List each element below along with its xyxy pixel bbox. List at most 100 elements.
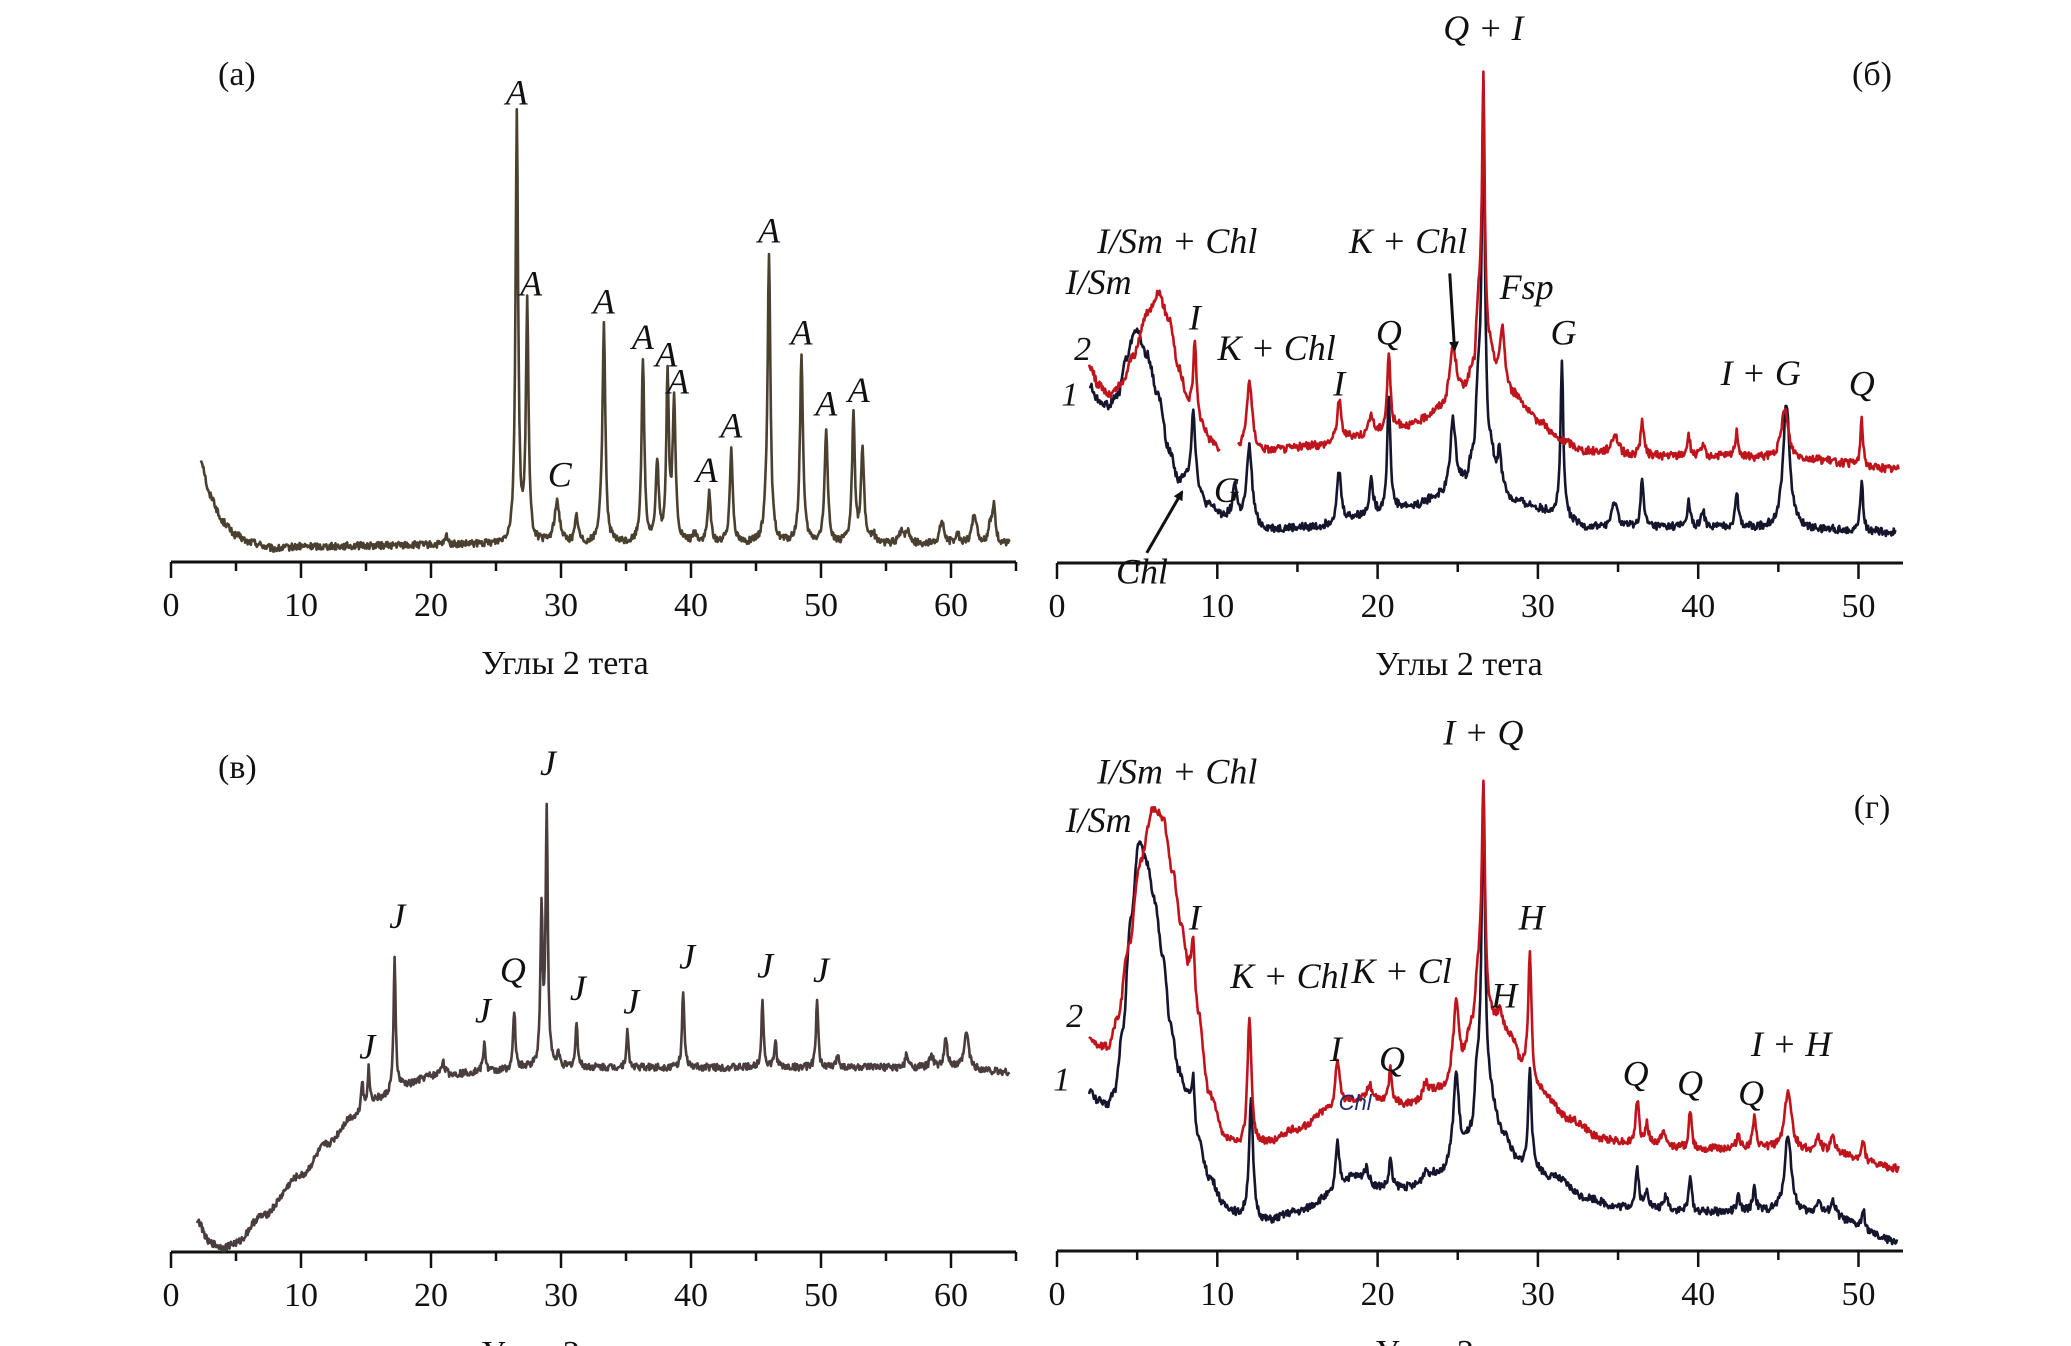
x-tick-label: 20 xyxy=(414,587,448,624)
peak-label: A xyxy=(665,361,690,401)
x-tick-label: 20 xyxy=(1361,588,1395,625)
peak-label: I + G xyxy=(1720,353,1801,393)
peak-label: A xyxy=(813,383,838,423)
peak-label: Q + I xyxy=(1443,8,1525,48)
x-tick-label: 50 xyxy=(1842,1276,1876,1313)
peak-label: J xyxy=(359,1027,377,1067)
x-tick-label: 40 xyxy=(674,587,708,624)
x-tick-label: 30 xyxy=(1521,1276,1555,1313)
panel-d: 0 10 20 30 40 50 Углы 2 тета (г) I + Q I/Sm + Chl… xyxy=(1049,713,1903,1346)
x-tick-label: 10 xyxy=(1200,1276,1234,1313)
peak-label: I/Sm + Chl xyxy=(1096,751,1257,791)
peak-label: A xyxy=(718,406,743,446)
series-line-2 xyxy=(1088,779,1900,1173)
peak-label: I xyxy=(1188,898,1203,938)
series-line-pattern xyxy=(199,108,1011,553)
x-tick-label: 30 xyxy=(544,587,578,624)
peak-label: I + H xyxy=(1750,1024,1833,1064)
x-tick-label: 30 xyxy=(1521,588,1555,625)
peak-label: K + Chl xyxy=(1229,956,1348,996)
x-tick-label: 20 xyxy=(1361,1276,1395,1313)
curve-number-label: 2 xyxy=(1074,331,1091,368)
peak-label: Q xyxy=(1849,363,1875,403)
x-tick-label: 40 xyxy=(1681,1276,1715,1313)
peak-label: C xyxy=(548,455,573,495)
peak-label: A xyxy=(591,281,616,321)
peak-label: H xyxy=(1490,976,1519,1016)
peak-label: A xyxy=(846,370,871,410)
peak-label: A xyxy=(694,450,719,490)
series-line-2 xyxy=(1237,70,1900,474)
panel-label: (б) xyxy=(1852,56,1892,93)
series-line-1 xyxy=(1088,79,1897,538)
peak-label: I/Sm xyxy=(1065,800,1132,840)
peak-label: A xyxy=(789,312,814,352)
x-tick-label: 10 xyxy=(284,1277,318,1314)
curve-number-label: 1 xyxy=(1061,377,1078,414)
small-peak-label: Chl xyxy=(1339,1090,1373,1115)
peak-label: Fsp xyxy=(1499,267,1554,307)
peak-label: I xyxy=(1188,297,1203,337)
panel-label: (а) xyxy=(218,56,256,93)
x-tick-label: 0 xyxy=(1049,1276,1066,1313)
peak-label: H xyxy=(1517,898,1546,938)
series-line-1 xyxy=(1087,782,1899,1246)
x-tick-label: 60 xyxy=(934,1277,968,1314)
k-chl-arrow-icon xyxy=(1448,273,1460,352)
chl-arrow-icon xyxy=(1145,490,1184,554)
peak-label: I/Sm + Chl xyxy=(1096,221,1257,261)
curve-number-label: 1 xyxy=(1053,1061,1070,1098)
peak-label: K + Chl xyxy=(1348,221,1467,261)
series-line-pattern xyxy=(195,802,1011,1252)
x-axis-title: Углы 2 тета xyxy=(481,1335,648,1346)
peak-label: K + Cl xyxy=(1350,951,1451,991)
peak-label: J xyxy=(570,968,588,1008)
x-tick-label: 0 xyxy=(163,1277,180,1314)
peak-label: Q xyxy=(1379,1039,1405,1079)
peak-label: Q xyxy=(1677,1063,1703,1103)
x-axis-title: Углы 2 тета xyxy=(1375,646,1542,683)
peak-label: J xyxy=(813,950,831,990)
peak-label: Q xyxy=(1376,313,1402,353)
x-tick-label: 30 xyxy=(544,1277,578,1314)
peak-label: A xyxy=(504,73,529,113)
x-axis-title: Углы 2 тета xyxy=(1375,1334,1542,1346)
panel-label: (в) xyxy=(218,749,257,786)
x-tick-label: 40 xyxy=(1681,588,1715,625)
peak-label: Q xyxy=(1623,1053,1649,1093)
x-tick-label: 50 xyxy=(1842,588,1876,625)
peak-label: J xyxy=(679,937,697,977)
peak-label: Chl xyxy=(1116,551,1168,591)
x-tick-label: 20 xyxy=(414,1277,448,1314)
peak-label: I/Sm xyxy=(1065,262,1132,302)
peak-label: I xyxy=(1329,1029,1344,1069)
peak-label: G xyxy=(1214,470,1240,510)
peak-label: G xyxy=(1551,313,1577,353)
peak-label: K + Chl xyxy=(1216,328,1335,368)
peak-label: J xyxy=(623,982,641,1022)
peak-label: I + Q xyxy=(1442,713,1523,753)
x-tick-label: 50 xyxy=(804,1277,838,1314)
x-tick-label: 40 xyxy=(674,1277,708,1314)
peak-label: Q xyxy=(500,950,526,990)
peak-label: J xyxy=(389,896,407,936)
peak-label: J xyxy=(475,991,493,1031)
peak-label: I xyxy=(1332,363,1347,403)
panel-label: (г) xyxy=(1854,789,1891,826)
series-line-2 xyxy=(1087,289,1221,452)
x-tick-label: 0 xyxy=(163,587,180,624)
curve-number-label: 2 xyxy=(1066,998,1083,1035)
peak-label: A xyxy=(756,210,781,250)
x-tick-label: 10 xyxy=(284,587,318,624)
x-tick-label: 10 xyxy=(1200,588,1234,625)
peak-label: J xyxy=(540,743,558,783)
peak-label: A xyxy=(630,317,655,357)
x-tick-label: 60 xyxy=(934,587,968,624)
x-tick-label: 0 xyxy=(1049,588,1066,625)
x-axis-title: Углы 2 тета xyxy=(481,645,648,682)
x-tick-label: 50 xyxy=(804,587,838,624)
panel-b: 0 10 20 30 40 50 Углы 2 тета (б) Q + I I/Sm + Chl… xyxy=(1049,8,1903,683)
peak-label: A xyxy=(518,264,543,304)
